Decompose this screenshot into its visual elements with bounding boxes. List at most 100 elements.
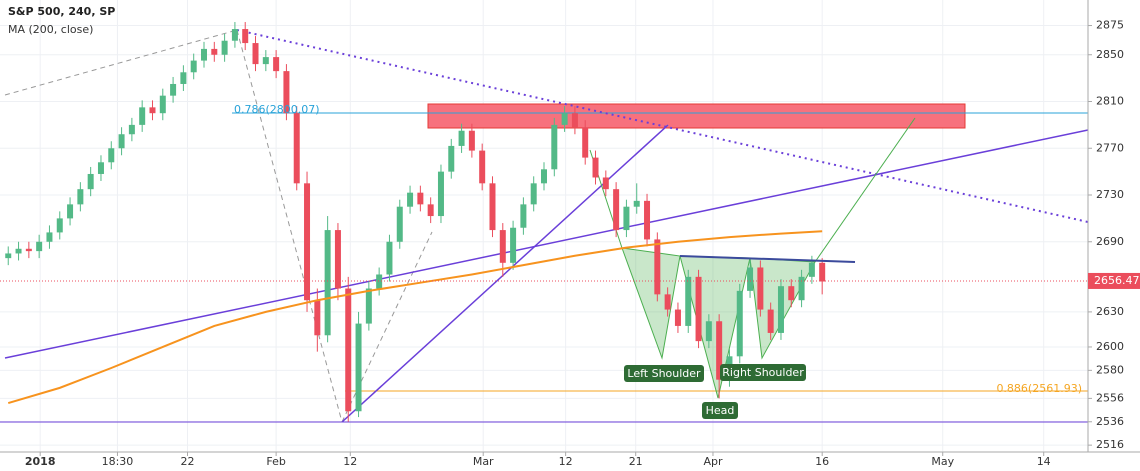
x-tick-label: 16 <box>815 455 829 468</box>
chart-subtitle: MA (200, close) <box>8 23 93 36</box>
x-tick-label: 22 <box>181 455 195 468</box>
x-tick-label: 2018 <box>25 455 56 468</box>
y-tick-label: 2770 <box>1096 141 1124 154</box>
chart-title: S&P 500, 240, SP <box>8 5 115 18</box>
label-box <box>624 365 704 382</box>
wave-line <box>341 231 433 423</box>
candle-body <box>654 239 661 295</box>
candle-body <box>798 276 805 301</box>
candle-body <box>87 173 94 190</box>
y-tick-label: 2810 <box>1096 95 1124 108</box>
candle-body <box>458 130 465 146</box>
label-box <box>720 364 806 381</box>
y-tick-label: 2690 <box>1096 235 1124 248</box>
x-tick-label: Feb <box>266 455 285 468</box>
candle-body <box>582 127 589 158</box>
candle-body <box>530 183 537 205</box>
candle-body <box>273 57 280 72</box>
candle-body <box>262 57 269 65</box>
y-tick-label: 2600 <box>1096 340 1124 353</box>
candle-body <box>211 48 218 55</box>
candle-body <box>56 218 63 233</box>
candle-body <box>633 200 640 207</box>
candle-body <box>221 40 228 55</box>
candle-body <box>695 276 702 342</box>
candle-body <box>159 95 166 114</box>
candle-body <box>468 130 475 151</box>
candle-body <box>613 189 620 231</box>
pattern-label: Left Shoulder <box>627 367 701 380</box>
y-tick-label: 2536 <box>1096 415 1124 428</box>
candle-body <box>664 294 671 310</box>
candle-body <box>551 124 558 170</box>
moving-average <box>7 230 823 405</box>
trend-line <box>341 124 669 423</box>
candle-body <box>25 248 32 252</box>
candle-body <box>623 206 630 231</box>
candle-body <box>355 323 362 412</box>
candle-body <box>808 262 815 277</box>
candle-body <box>139 107 146 125</box>
grid <box>0 0 1088 452</box>
candle-body <box>510 227 517 263</box>
candle-body <box>386 241 393 275</box>
fib-label: 0.886(2561.93) <box>996 382 1082 395</box>
resistance-zone <box>427 103 966 129</box>
candle-body <box>767 309 774 333</box>
candle-body <box>685 276 692 326</box>
candle-body <box>520 204 527 228</box>
x-tick-label: 18:30 <box>102 455 134 468</box>
candle-body <box>571 113 578 128</box>
candle-body <box>602 177 609 190</box>
fib-label: 0.786(2800.07) <box>234 103 320 116</box>
candle-body <box>231 29 238 41</box>
candle-body <box>376 274 383 289</box>
y-tick-label: 2516 <box>1096 438 1124 451</box>
candle-body <box>242 29 249 44</box>
candle-body <box>427 204 434 217</box>
candle-body <box>15 248 22 254</box>
candle-body <box>499 230 506 263</box>
y-tick-label: 2850 <box>1096 48 1124 61</box>
candle-body <box>777 286 784 333</box>
candle-body <box>437 171 444 217</box>
candle-body <box>592 157 599 178</box>
candle-body <box>324 230 331 336</box>
candle-body <box>747 267 754 291</box>
wave-line <box>236 29 343 423</box>
pattern-label: Head <box>706 404 735 417</box>
last-price-box <box>1088 272 1140 289</box>
marks <box>0 22 1088 422</box>
candle-body <box>108 148 115 163</box>
candle-body <box>757 267 764 310</box>
candle-body <box>5 253 12 259</box>
candle-body <box>705 321 712 342</box>
candle-body <box>314 300 321 336</box>
candle-body <box>345 288 352 412</box>
candle-body <box>674 309 681 326</box>
candle-body <box>479 150 486 184</box>
candle-body <box>293 113 300 184</box>
candle-body <box>252 43 259 65</box>
y-tick-label: 2730 <box>1096 188 1124 201</box>
wave-line <box>4 29 238 96</box>
candle-body <box>396 206 403 242</box>
x-tick-label: 12 <box>343 455 357 468</box>
candle-body <box>644 200 651 240</box>
pattern-label: Right Shoulder <box>722 366 804 379</box>
candle-body <box>180 72 187 84</box>
candle-body <box>67 204 74 219</box>
candle-body <box>190 60 197 73</box>
y-tick-label: 2556 <box>1096 391 1124 404</box>
neckline <box>679 255 856 263</box>
candle-body <box>149 107 156 114</box>
x-tick-label: Apr <box>703 455 723 468</box>
candle-body <box>365 288 372 324</box>
candle-body <box>417 192 424 205</box>
candle-body <box>334 230 341 289</box>
y-tick-label: 2875 <box>1096 19 1124 32</box>
candle-body <box>561 113 568 125</box>
y-tick-label: 2580 <box>1096 363 1124 376</box>
